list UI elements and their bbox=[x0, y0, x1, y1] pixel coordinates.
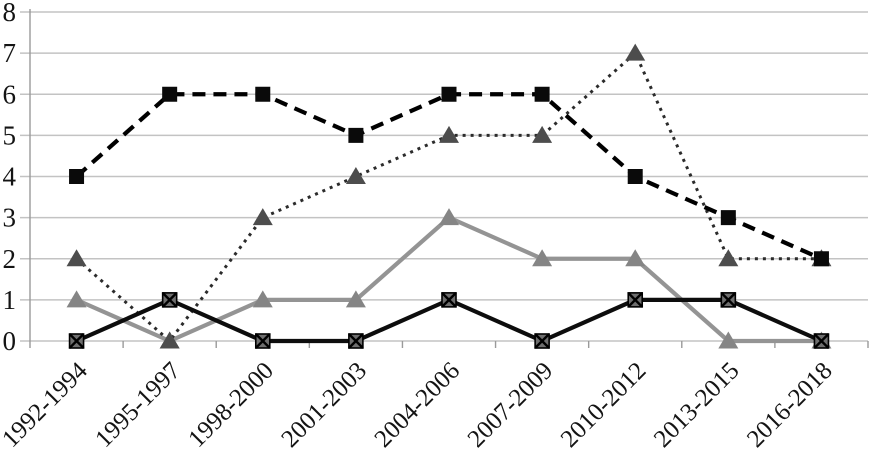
marker-triangle bbox=[345, 167, 366, 184]
marker-square bbox=[813, 251, 829, 267]
marker-x-stroke bbox=[627, 292, 644, 308]
series-dashed-black-squares bbox=[69, 86, 829, 267]
marker-x-stroke bbox=[720, 292, 737, 308]
y-tick-label: 7 bbox=[3, 38, 17, 68]
marker-x-stroke bbox=[534, 333, 550, 349]
marker-triangle bbox=[252, 290, 273, 308]
y-tick-label: 0 bbox=[3, 326, 17, 356]
marker-triangle bbox=[66, 290, 87, 308]
marker-square bbox=[627, 169, 643, 184]
x-tick-label: 1992-1994 bbox=[0, 357, 93, 449]
marker-square bbox=[441, 86, 457, 102]
data-series-layer bbox=[66, 43, 832, 349]
marker-triangle bbox=[439, 208, 459, 226]
x-tick-label: 1995-1997 bbox=[90, 357, 186, 449]
marker-triangle bbox=[718, 331, 739, 349]
marker-triangle bbox=[625, 249, 646, 267]
x-tick-label: 2007-2009 bbox=[463, 357, 559, 449]
x-tick-label: 2013-2015 bbox=[649, 357, 745, 449]
y-tick-label: 1 bbox=[3, 285, 17, 315]
series-solid-black-x-squares bbox=[68, 292, 830, 349]
marker-x-stroke bbox=[441, 292, 457, 308]
marker-x-stroke bbox=[254, 333, 271, 349]
marker-triangle bbox=[439, 125, 459, 143]
axis-labels-layer: 0 1 2 3 4 5 6 7 8 1992-19941995-19971998-20002001… bbox=[0, 0, 838, 449]
marker-triangle bbox=[532, 249, 553, 267]
marker-square bbox=[162, 86, 178, 102]
y-tick-label: 2 bbox=[3, 244, 17, 274]
x-tick-label: 2010-2012 bbox=[556, 357, 652, 449]
marker-triangle bbox=[345, 290, 366, 308]
x-tick-label: 2016-2018 bbox=[742, 357, 838, 449]
marker-triangle bbox=[159, 331, 180, 349]
marker-square bbox=[720, 210, 736, 226]
marker-square bbox=[348, 127, 364, 143]
marker-square bbox=[534, 86, 550, 102]
marker-triangle bbox=[532, 125, 553, 143]
y-tick-label: 3 bbox=[3, 203, 17, 233]
axes-layer bbox=[29, 9, 869, 348]
x-tick-label: 2001-2003 bbox=[276, 357, 372, 449]
marker-x-stroke bbox=[813, 333, 830, 349]
y-tick-label: 4 bbox=[3, 162, 17, 192]
y-tick-label: 6 bbox=[3, 79, 17, 109]
series-solid-gray-triangles bbox=[66, 208, 832, 349]
marker-square bbox=[69, 169, 85, 184]
marker-x-stroke bbox=[161, 292, 178, 308]
marker-x-stroke bbox=[348, 333, 364, 349]
x-tick-label: 2004-2006 bbox=[370, 357, 466, 449]
marker-x-stroke bbox=[68, 333, 85, 349]
gridlines-layer bbox=[20, 11, 868, 342]
marker-triangle bbox=[252, 208, 273, 226]
series-line-solid bbox=[75, 215, 822, 344]
marker-triangle bbox=[625, 43, 646, 61]
marker-triangle bbox=[66, 249, 87, 267]
x-tick-label: 1998-2000 bbox=[183, 357, 279, 449]
marker-square bbox=[255, 86, 271, 102]
y-tick-label: 5 bbox=[3, 120, 17, 150]
y-tick-label: 8 bbox=[3, 0, 17, 27]
marker-triangle bbox=[718, 249, 739, 267]
